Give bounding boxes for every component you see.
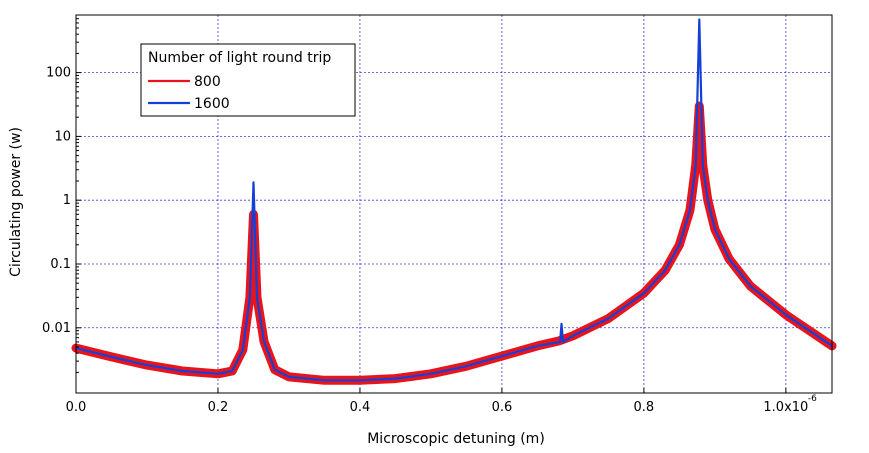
x-tick-label: 0.0 — [66, 400, 87, 415]
x-tick-label: 1.0x10 — [763, 400, 808, 415]
x-axis-label: Microscopic detuning (m) — [367, 431, 545, 447]
y-tick-label: 1 — [63, 193, 71, 208]
x-tick-label: 0.2 — [208, 400, 229, 415]
plot-frame — [75, 14, 833, 394]
legend-label-800: 800 — [194, 74, 221, 90]
series-line-1600 — [74, 18, 834, 382]
y-tick-label: 0.01 — [42, 321, 71, 336]
x-scale-exponent: -6 — [808, 394, 817, 404]
y-tick-label: 100 — [46, 66, 71, 81]
x-tick-label: 0.4 — [350, 400, 371, 415]
x-tick-label: 0.8 — [634, 400, 655, 415]
legend-title: Number of light round trip — [148, 50, 331, 66]
legend-label-1600: 1600 — [194, 96, 230, 112]
y-axis-label: Circulating power (w) — [8, 127, 24, 277]
series-layer — [71, 18, 837, 385]
x-tick-label: 0.6 — [492, 400, 513, 415]
y-tick-label: 0.1 — [50, 257, 71, 272]
legend: Number of light round trip 800 1600 — [140, 43, 356, 117]
y-tick-label: 10 — [54, 129, 71, 144]
tick-layer: 0.0 0.2 0.4 0.6 0.8 1.0x10-6 0.01 0.1 1 10 100 — [42, 14, 817, 415]
series-line-800 — [71, 101, 837, 385]
